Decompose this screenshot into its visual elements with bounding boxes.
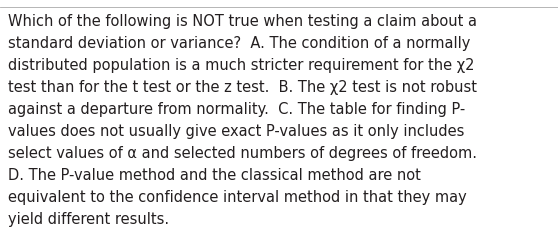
Text: against a departure from normality.  C. The table for finding P-: against a departure from normality. C. T… (8, 102, 465, 116)
Text: equivalent to the confidence interval method in that they may: equivalent to the confidence interval me… (8, 189, 466, 204)
Text: D. The P-value method and the classical method are not: D. The P-value method and the classical … (8, 167, 421, 182)
Text: Which of the following is NOT true when testing a claim about a: Which of the following is NOT true when … (8, 14, 477, 29)
Text: distributed population is a much stricter requirement for the χ2: distributed population is a much stricte… (8, 58, 474, 73)
Text: yield different results.: yield different results. (8, 211, 169, 226)
Text: values does not usually give exact P-values as it only includes: values does not usually give exact P-val… (8, 124, 464, 138)
Text: standard deviation or variance?  A. The condition of a normally: standard deviation or variance? A. The c… (8, 36, 470, 51)
Text: test than for the t test or the z test.  B. The χ2 test is not robust: test than for the t test or the z test. … (8, 80, 477, 94)
Text: select values of α and selected numbers of degrees of freedom.: select values of α and selected numbers … (8, 146, 477, 160)
